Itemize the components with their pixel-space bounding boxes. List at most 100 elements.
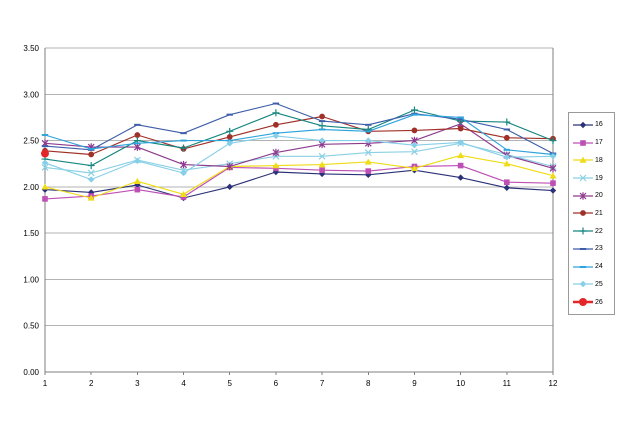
series-16-line [44, 169, 554, 199]
data-point-marker [579, 156, 587, 163]
legend-label: 19 [595, 174, 603, 182]
data-point-marker [503, 134, 510, 141]
legend-label: 22 [595, 227, 603, 235]
legend-key-dash-icon [573, 247, 593, 250]
data-point-marker [319, 113, 325, 120]
legend-label: 18 [595, 156, 603, 164]
legend-key-circle-icon [573, 210, 593, 217]
x-tick-label: 4 [181, 379, 186, 388]
data-point-marker [273, 165, 279, 172]
series-20 [41, 120, 557, 173]
legend-key-triangle-icon [573, 156, 593, 163]
legend-item-24: 24 [573, 259, 613, 275]
data-point-marker [457, 151, 465, 159]
x-tick-label: 2 [89, 379, 94, 388]
x-tick-label: 5 [228, 379, 233, 388]
data-point-marker [579, 298, 587, 307]
data-point-marker [319, 167, 325, 173]
data-point-marker [503, 154, 511, 161]
data-point-marker [133, 143, 141, 151]
series-23-line [44, 102, 554, 155]
x-tick-label: 3 [135, 379, 140, 388]
legend-key-diamond-icon [573, 281, 593, 288]
legend-item-25: 25 [573, 276, 613, 292]
legend-label: 26 [595, 298, 603, 306]
y-tick-label: 3.00 [23, 90, 39, 99]
data-point-marker [410, 164, 418, 172]
y-tick-label: 0.50 [23, 322, 39, 331]
legend-item-20: 20 [573, 188, 613, 204]
data-point-marker [549, 187, 557, 194]
data-point-marker [503, 118, 511, 126]
series-18 [41, 151, 557, 201]
data-point-marker [579, 174, 587, 182]
series-26 [41, 149, 49, 158]
data-point-marker [133, 177, 141, 185]
data-point-marker [41, 183, 49, 190]
data-point-marker [318, 122, 326, 130]
series-17-line [44, 165, 554, 200]
axes: 0.000.501.001.502.002.503.003.501 2 3 4 5 6 7 8… [23, 44, 558, 388]
data-point-marker [226, 127, 234, 135]
data-point-marker [579, 191, 587, 200]
series-25-line [44, 135, 554, 181]
data-point-marker [87, 176, 95, 183]
data-point-marker [549, 164, 557, 173]
legend-key-plus-icon [573, 227, 593, 235]
y-tick-label: 1.50 [23, 229, 39, 238]
data-point-marker [411, 142, 418, 149]
legend-label: 17 [595, 139, 603, 147]
legend-label: 25 [595, 280, 603, 288]
data-point-marker [410, 106, 418, 114]
data-point-marker [457, 174, 464, 181]
x-tick-label: 6 [274, 379, 279, 388]
y-tick-label: 0.00 [23, 368, 39, 377]
legend-item-17: 17 [573, 135, 613, 151]
series-21-line [44, 115, 554, 156]
data-point-marker [272, 132, 280, 140]
data-point-marker [180, 160, 187, 169]
data-point-marker [226, 183, 233, 191]
data-point-marker [549, 137, 557, 145]
data-point-marker [134, 186, 141, 193]
legend-label: 20 [595, 192, 603, 200]
y-tick-label: 1.00 [23, 275, 39, 284]
data-point-marker [42, 196, 48, 202]
x-tick-label: 9 [412, 379, 417, 388]
data-point-marker [134, 132, 141, 138]
data-point-marker [318, 161, 326, 168]
x-tick-label: 1 [43, 379, 48, 388]
legend-item-22: 22 [573, 223, 613, 239]
legend-key-square-icon [573, 139, 593, 146]
data-point-marker [549, 172, 557, 179]
data-point-marker [87, 169, 95, 177]
legend-key-star-icon [573, 191, 593, 200]
gridlines [45, 47, 553, 327]
legend-item-26: 26 [573, 294, 613, 310]
data-point-marker [364, 158, 372, 165]
data-point-marker [457, 139, 464, 146]
data-point-marker [579, 227, 587, 235]
data-point-marker [579, 121, 587, 129]
legend-key-circle-icon [573, 298, 593, 307]
legend-key-dash-icon [573, 265, 593, 268]
data-point-marker [365, 137, 372, 144]
legend-item-23: 23 [573, 241, 613, 257]
data-point-marker [180, 169, 187, 177]
data-point-marker [457, 125, 464, 132]
series-18-line [44, 154, 554, 199]
data-point-marker [503, 160, 511, 167]
data-point-marker [364, 149, 372, 157]
data-point-marker [550, 180, 556, 186]
x-tick-label: 11 [503, 379, 512, 388]
data-point-marker [180, 194, 187, 200]
data-point-marker [87, 194, 95, 201]
data-point-marker [411, 148, 418, 156]
y-tick-label: 2.00 [23, 183, 39, 192]
legend-label: 21 [595, 209, 603, 217]
data-point-marker [180, 144, 188, 152]
data-point-marker [503, 184, 511, 191]
data-point-marker [134, 157, 141, 165]
data-point-marker [226, 162, 234, 171]
